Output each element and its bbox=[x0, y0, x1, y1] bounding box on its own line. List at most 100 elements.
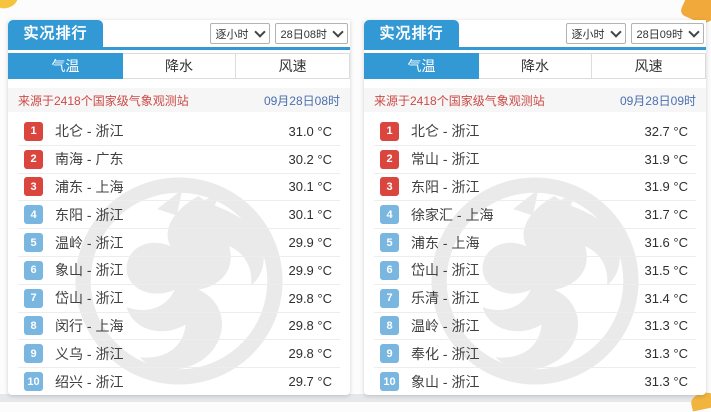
time-dropdown-value: 28日09时 bbox=[636, 28, 683, 41]
rank-badge: 5 bbox=[24, 233, 43, 253]
temperature-value: 31.7 °C bbox=[644, 207, 688, 223]
temperature-value: 29.8 °C bbox=[288, 318, 332, 334]
ranking-row: 5 浦东 - 上海 31.6 °C bbox=[374, 229, 696, 257]
station-name: 岱山 - 浙江 bbox=[411, 262, 480, 279]
temperature-value: 31.6 °C bbox=[644, 235, 688, 251]
tab-precipitation[interactable]: 降水 bbox=[122, 53, 237, 79]
rank-badge: 9 bbox=[380, 344, 399, 364]
ranking-row: 1 北仑 - 浙江 32.7 °C bbox=[374, 118, 696, 146]
ranking-list: 1 北仑 - 浙江 32.7 °C 2 常山 - 浙江 31.9 °C 3 东阳… bbox=[364, 118, 706, 395]
ranking-row: 2 常山 - 浙江 31.9 °C bbox=[374, 146, 696, 174]
temperature-value: 29.7 °C bbox=[288, 374, 332, 390]
ranking-row: 8 闵行 - 上海 29.8 °C bbox=[18, 313, 340, 341]
temperature-value: 29.9 °C bbox=[288, 235, 332, 251]
temperature-value: 29.9 °C bbox=[288, 262, 332, 278]
temperature-value: 31.9 °C bbox=[644, 151, 688, 167]
temperature-value: 31.9 °C bbox=[644, 179, 688, 195]
rank-badge: 4 bbox=[380, 205, 399, 225]
source-row: 来源于2418个国家级气象观测站 09月28日09时 bbox=[364, 88, 706, 112]
chevron-down-icon bbox=[253, 26, 266, 38]
rank-badge: 8 bbox=[380, 316, 399, 336]
rank-badge: 2 bbox=[380, 149, 399, 169]
ranking-row: 3 东阳 - 浙江 31.9 °C bbox=[374, 174, 696, 202]
ranking-row: 7 乐清 - 浙江 31.4 °C bbox=[374, 285, 696, 313]
station-name: 常山 - 浙江 bbox=[411, 151, 480, 168]
station-name: 乐清 - 浙江 bbox=[411, 290, 480, 307]
ranking-row: 10 绍兴 - 浙江 29.7 °C bbox=[18, 368, 340, 395]
observation-timestamp: 09月28日09时 bbox=[619, 93, 696, 108]
station-name: 北仑 - 浙江 bbox=[411, 123, 480, 140]
tab-temperature[interactable]: 气温 bbox=[364, 53, 479, 79]
time-dropdown[interactable]: 28日09时 bbox=[630, 23, 704, 44]
rank-badge: 3 bbox=[380, 177, 399, 197]
rank-badge: 5 bbox=[380, 233, 399, 253]
station-name: 徐家汇 - 上海 bbox=[411, 206, 494, 223]
temperature-value: 29.8 °C bbox=[288, 290, 332, 306]
ranking-panel-right: 实况排行 逐小时 28日09时 气温 降水 风速 来源于2418个国家级气象观测… bbox=[364, 20, 706, 395]
temperature-value: 32.7 °C bbox=[644, 123, 688, 139]
temperature-value: 30.1 °C bbox=[288, 179, 332, 195]
ranking-list: 1 北仑 - 浙江 31.0 °C 2 南海 - 广东 30.2 °C 3 浦东… bbox=[8, 118, 350, 395]
ranking-row: 7 岱山 - 浙江 29.8 °C bbox=[18, 285, 340, 313]
time-dropdown-value: 28日08时 bbox=[280, 28, 327, 41]
rank-badge: 6 bbox=[380, 260, 399, 280]
ranking-row: 5 温岭 - 浙江 29.9 °C bbox=[18, 229, 340, 257]
tab-wind-speed[interactable]: 风速 bbox=[592, 53, 706, 79]
station-name: 浦东 - 上海 bbox=[411, 234, 480, 251]
tab-bar: 气温 降水 风速 bbox=[364, 53, 706, 79]
ranking-row: 1 北仑 - 浙江 31.0 °C bbox=[18, 118, 340, 146]
station-name: 岱山 - 浙江 bbox=[55, 290, 124, 307]
bottom-background-band bbox=[0, 394, 711, 402]
temperature-value: 31.5 °C bbox=[644, 262, 688, 278]
station-name: 东阳 - 浙江 bbox=[55, 206, 124, 223]
corner-decoration-top-left bbox=[0, 0, 21, 12]
ranking-row: 9 奉化 - 浙江 31.3 °C bbox=[374, 340, 696, 369]
rank-badge: 6 bbox=[24, 260, 43, 280]
rank-badge: 7 bbox=[24, 288, 43, 308]
interval-dropdown-value: 逐小时 bbox=[215, 28, 249, 41]
temperature-value: 31.3 °C bbox=[644, 374, 688, 390]
rank-badge: 10 bbox=[380, 372, 399, 392]
ranking-panel-left: 实况排行 逐小时 28日08时 气温 降水 风速 来源于2418个国家级气象观测… bbox=[8, 20, 350, 395]
interval-dropdown[interactable]: 逐小时 bbox=[565, 23, 626, 44]
station-name: 北仑 - 浙江 bbox=[55, 123, 124, 140]
interval-dropdown[interactable]: 逐小时 bbox=[209, 23, 270, 44]
temperature-value: 29.8 °C bbox=[288, 346, 332, 362]
tab-temperature[interactable]: 气温 bbox=[8, 53, 123, 79]
temperature-value: 31.3 °C bbox=[644, 346, 688, 362]
rank-badge: 2 bbox=[24, 149, 43, 169]
station-name: 温岭 - 浙江 bbox=[411, 317, 480, 334]
ranking-row: 4 徐家汇 - 上海 31.7 °C bbox=[374, 201, 696, 230]
temperature-value: 30.1 °C bbox=[288, 207, 332, 223]
ranking-row: 8 温岭 - 浙江 31.3 °C bbox=[374, 313, 696, 341]
rank-badge: 3 bbox=[24, 177, 43, 197]
rank-badge: 10 bbox=[24, 372, 43, 392]
rank-badge: 1 bbox=[24, 121, 43, 141]
ranking-row: 3 浦东 - 上海 30.1 °C bbox=[18, 174, 340, 202]
observation-timestamp: 09月28日08时 bbox=[263, 93, 340, 108]
panel-header: 实况排行 逐小时 28日08时 bbox=[8, 20, 350, 47]
rank-badge: 8 bbox=[24, 316, 43, 336]
ranking-row: 6 岱山 - 浙江 31.5 °C bbox=[374, 257, 696, 285]
panel-title: 实况排行 bbox=[8, 20, 103, 47]
temperature-value: 31.3 °C bbox=[644, 318, 688, 334]
chevron-down-icon bbox=[609, 26, 622, 38]
temperature-value: 30.2 °C bbox=[288, 151, 332, 167]
source-note: 来源于2418个国家级气象观测站 bbox=[18, 93, 189, 108]
station-name: 南海 - 广东 bbox=[55, 151, 124, 168]
accent-underline bbox=[364, 47, 706, 50]
source-note: 来源于2418个国家级气象观测站 bbox=[374, 93, 545, 108]
rank-badge: 4 bbox=[24, 205, 43, 225]
rank-badge: 7 bbox=[380, 288, 399, 308]
station-name: 义乌 - 浙江 bbox=[55, 345, 124, 362]
ranking-row: 9 义乌 - 浙江 29.8 °C bbox=[18, 340, 340, 369]
station-name: 象山 - 浙江 bbox=[411, 373, 480, 390]
tab-wind-speed[interactable]: 风速 bbox=[236, 53, 350, 79]
rank-badge: 1 bbox=[380, 121, 399, 141]
tab-bar: 气温 降水 风速 bbox=[8, 53, 350, 79]
station-name: 奉化 - 浙江 bbox=[411, 345, 480, 362]
panel-title: 实况排行 bbox=[364, 20, 459, 47]
ranking-row: 6 象山 - 浙江 29.9 °C bbox=[18, 257, 340, 285]
tab-precipitation[interactable]: 降水 bbox=[478, 53, 593, 79]
time-dropdown[interactable]: 28日08时 bbox=[274, 23, 348, 44]
